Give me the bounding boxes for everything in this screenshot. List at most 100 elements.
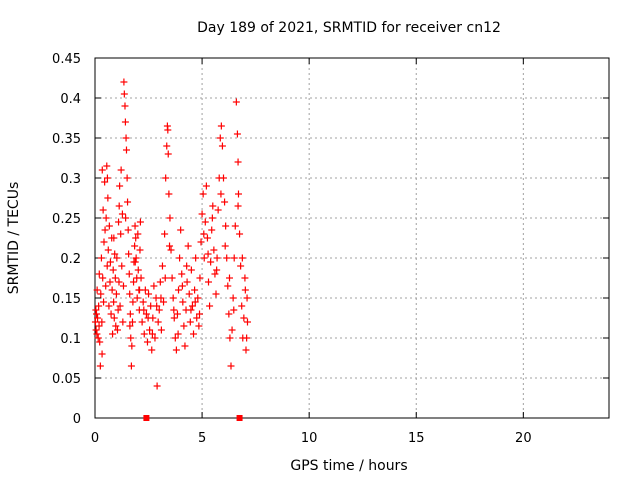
data-point — [201, 218, 209, 226]
data-point — [218, 142, 226, 150]
data-point — [117, 230, 125, 238]
data-point — [123, 174, 131, 182]
data-point — [110, 298, 118, 306]
x-tick-label: 20 — [515, 431, 532, 446]
data-point — [136, 218, 144, 226]
data-point — [128, 342, 136, 350]
data-point — [174, 330, 182, 338]
data-point — [170, 314, 178, 322]
data-point — [185, 290, 193, 298]
y-tick-label: 0.25 — [52, 212, 81, 227]
data-point — [96, 338, 104, 346]
data-point — [115, 218, 123, 226]
data-point — [116, 302, 124, 310]
data-point — [120, 78, 128, 86]
axes: 0 0.05 0.1 0.15 0.2 0.25 0.3 0.35 0.4 0.45 0 5 10 15 2… — [52, 52, 610, 446]
data-point — [145, 290, 153, 298]
data-point — [195, 322, 203, 330]
data-point — [130, 278, 138, 286]
data-point — [243, 294, 251, 302]
data-point — [236, 230, 244, 238]
data-point — [144, 314, 152, 322]
data-point — [122, 214, 130, 222]
data-point — [140, 330, 148, 338]
data-point — [157, 294, 165, 302]
data-point — [205, 278, 213, 286]
data-point — [223, 254, 231, 262]
data-point — [92, 306, 100, 314]
data-point — [105, 222, 113, 230]
x-tick-label: 0 — [91, 431, 99, 446]
data-point — [138, 318, 146, 326]
data-point — [233, 130, 241, 138]
data-point — [121, 118, 129, 126]
data-point — [220, 174, 227, 182]
x-axis-label: GPS time / hours — [290, 458, 407, 474]
data-point — [240, 314, 248, 322]
data-point — [184, 242, 192, 250]
data-point — [102, 282, 110, 290]
data-point — [227, 362, 235, 370]
data-point — [173, 310, 181, 318]
data-point — [104, 246, 112, 254]
data-point — [103, 174, 111, 182]
data-point — [136, 286, 144, 294]
data-point — [166, 242, 174, 250]
y-tick-label: 0.1 — [60, 332, 81, 347]
data-point — [238, 302, 246, 310]
data-point — [234, 202, 242, 210]
data-point — [121, 102, 129, 110]
data-points — [91, 78, 251, 421]
data-point — [178, 270, 186, 278]
data-point — [127, 334, 135, 342]
data-point — [200, 230, 208, 238]
data-point — [131, 258, 139, 266]
data-point — [122, 146, 130, 154]
data-point — [171, 334, 179, 342]
data-point — [197, 238, 205, 246]
data-point — [111, 250, 119, 258]
data-point — [165, 190, 173, 198]
x-tick-label: 15 — [408, 431, 425, 446]
data-point — [98, 350, 106, 358]
data-point — [100, 238, 108, 246]
data-point — [226, 334, 234, 342]
data-point — [217, 122, 225, 130]
data-point — [98, 318, 106, 326]
data-point — [161, 230, 169, 238]
data-point — [117, 166, 125, 174]
data-point — [95, 270, 103, 278]
data-point — [99, 206, 107, 214]
data-point — [147, 302, 155, 310]
data-point — [238, 254, 246, 262]
data-point — [139, 298, 147, 306]
data-point — [208, 214, 216, 222]
data-point — [230, 254, 238, 262]
data-point — [196, 274, 204, 282]
data-point — [99, 274, 107, 282]
data-point — [207, 258, 215, 266]
data-point — [93, 330, 101, 338]
data-point — [125, 270, 133, 278]
data-point — [169, 294, 177, 302]
data-point — [213, 266, 221, 274]
data-point — [93, 286, 101, 294]
data-point — [92, 326, 100, 334]
data-point — [181, 342, 189, 350]
data-point — [129, 298, 137, 306]
data-point — [243, 318, 251, 326]
y-axis-label: SRMTID / TECUs — [6, 182, 22, 295]
data-point — [212, 290, 220, 298]
data-point — [134, 266, 142, 274]
data-point — [183, 262, 191, 270]
data-point — [125, 250, 133, 258]
data-point — [103, 262, 111, 270]
data-point — [167, 246, 175, 254]
data-point — [180, 322, 188, 330]
data-point — [206, 302, 214, 310]
data-point — [97, 254, 105, 262]
data-point — [209, 202, 217, 210]
data-point — [105, 302, 113, 310]
data-point — [204, 250, 212, 258]
data-point — [221, 242, 229, 250]
